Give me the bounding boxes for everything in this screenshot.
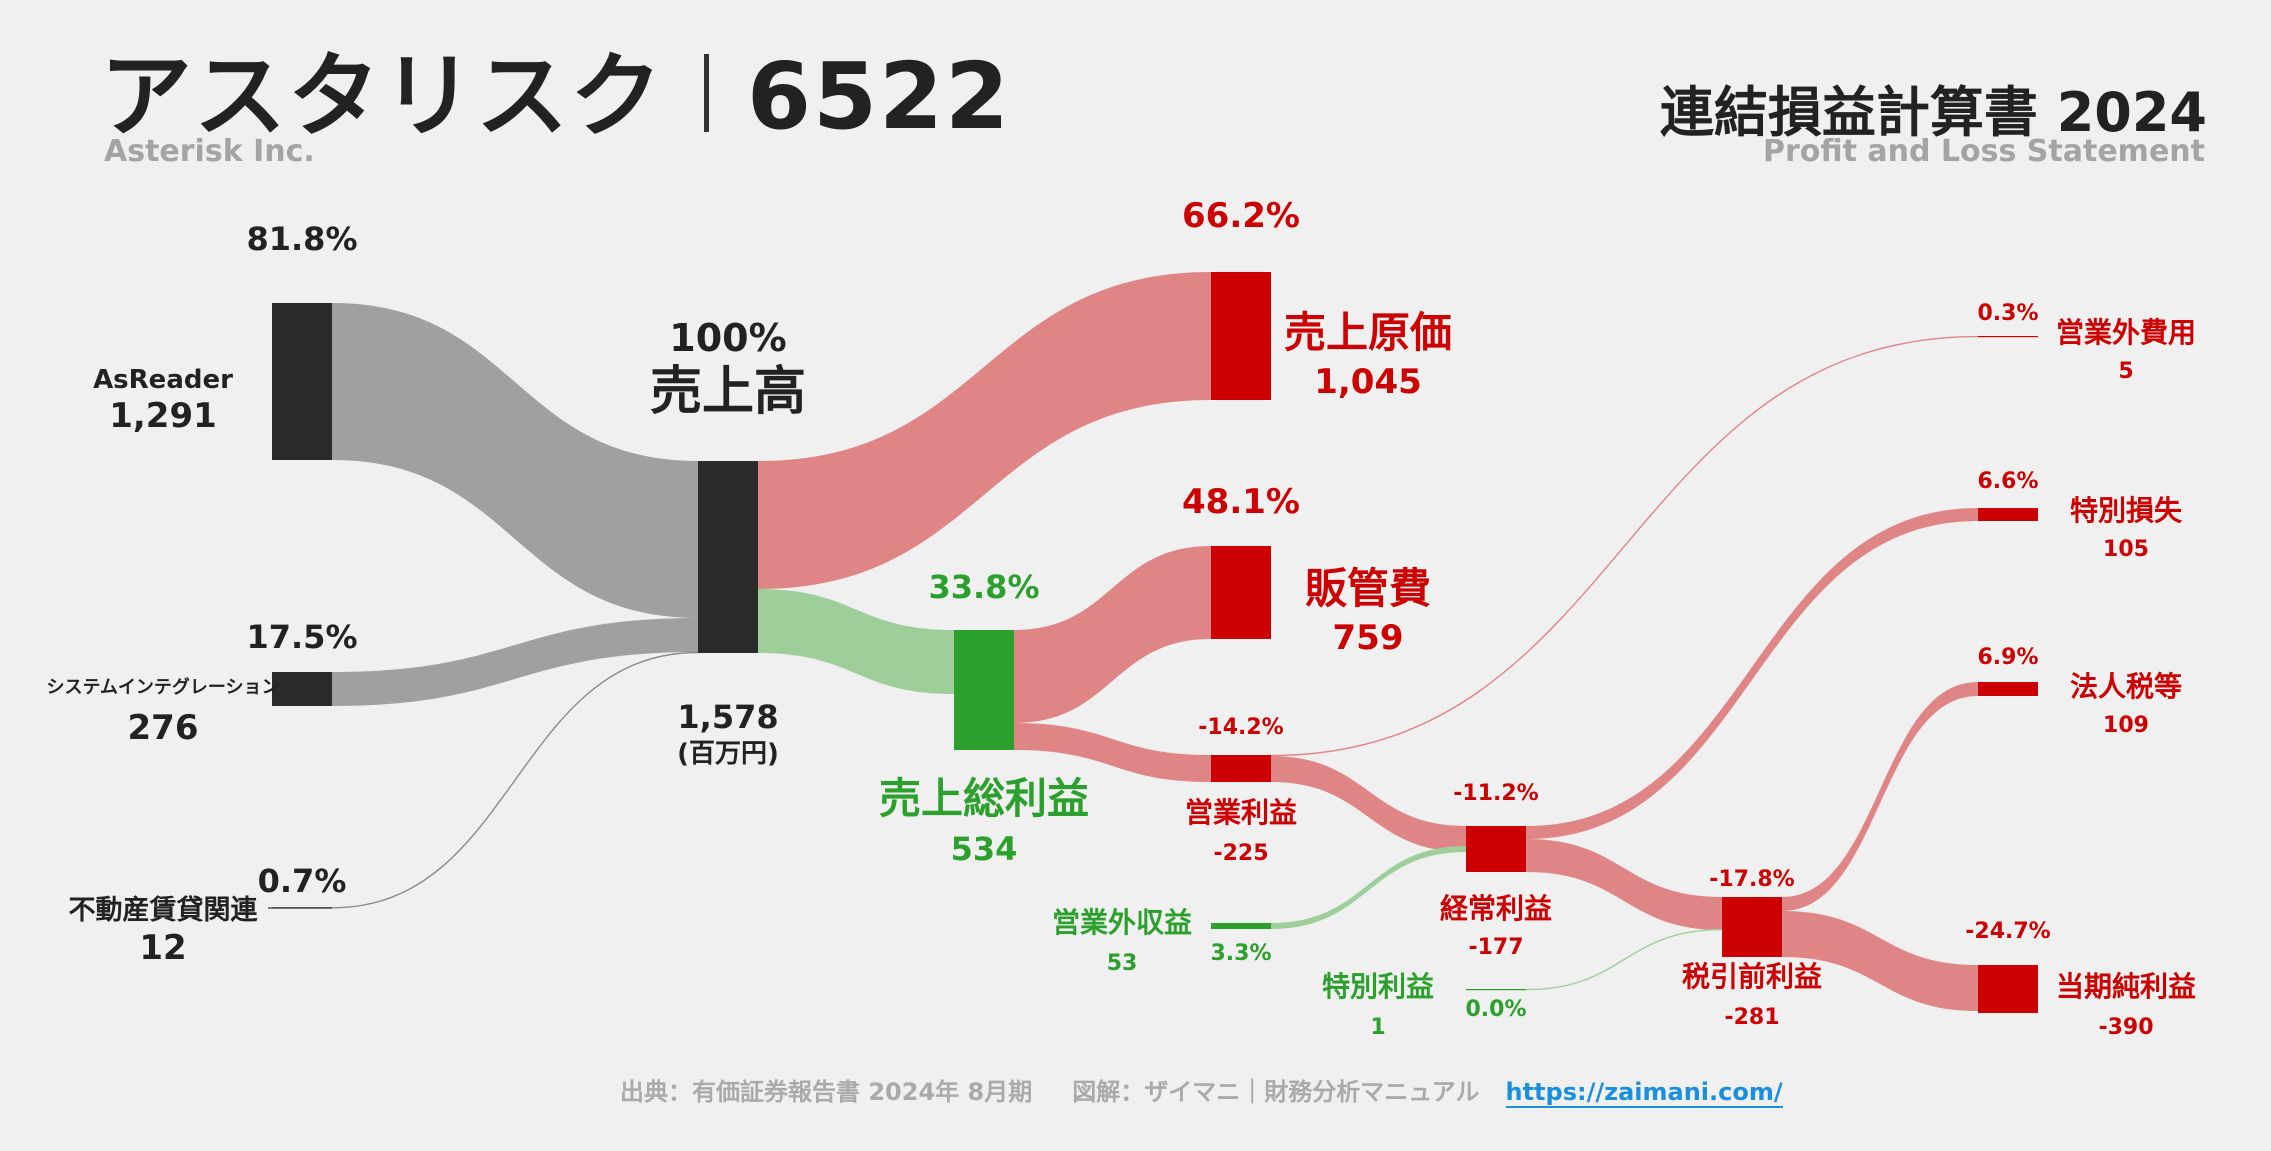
flow-si-to-revenue: [332, 618, 698, 706]
node-special_gain: [1466, 989, 1526, 991]
label-sga-label: 販管費: [1304, 564, 1432, 613]
label-asreader-pct: 81.8%: [246, 220, 358, 258]
node-special_loss: [1978, 508, 2038, 521]
label-asreader-value: 1,291: [109, 396, 217, 436]
label-pretax-value: -281: [1724, 1005, 1780, 1030]
label-realestate-label: 不動産賃貸関連: [68, 895, 258, 926]
label-nonop_expense-value: 5: [2118, 359, 2134, 384]
statement-english-title: Profit and Loss Statement: [1762, 134, 2205, 169]
label-special_gain-value: 1: [1370, 1015, 1386, 1040]
label-nonop_income-label: 営業外収益: [1051, 906, 1193, 939]
footer-diagram-credit: 図解：ザイマニ｜財務分析マニュアル: [1072, 1078, 1480, 1106]
label-ordinary-label: 経常利益: [1439, 892, 1553, 925]
company-title: アスタリスク 6522: [100, 22, 1011, 155]
label-special_gain-label: 特別利益: [1321, 970, 1435, 1003]
label-revenue-label: 売上高: [649, 362, 807, 422]
title-separator: [704, 54, 710, 132]
label-nonop_expense-pct: 0.3%: [1977, 301, 2039, 326]
label-ordinary-pct: -11.2%: [1453, 781, 1539, 806]
label-nonop_income-value: 53: [1106, 951, 1138, 976]
label-ordinary-value: -177: [1468, 935, 1524, 960]
node-asreader: [272, 303, 332, 460]
label-net-pct: -24.7%: [1965, 919, 2051, 944]
label-cogs-value: 1,045: [1314, 362, 1422, 402]
label-si-label: システムインテグレーション: [46, 677, 280, 698]
flow-pretax-to-tax: [1782, 682, 1978, 911]
flow-realestate-to-revenue: [331, 651, 699, 909]
node-revenue: [698, 461, 758, 653]
label-cogs-label: 売上原価: [1283, 308, 1453, 357]
label-operating-label: 営業利益: [1184, 796, 1298, 829]
flow-nonop_income-to-ordinary: [1271, 846, 1466, 929]
label-nonop_expense-label: 営業外費用: [2055, 316, 2197, 349]
flow-ordinary-to-pretax: [1526, 839, 1722, 930]
label-special_loss-value: 105: [2103, 537, 2149, 562]
flow-revenue-to-gross: [758, 589, 954, 694]
label-special_loss-label: 特別損失: [2069, 494, 2183, 527]
flow-gross-to-operating: [1014, 723, 1211, 782]
label-operating-pct: -14.2%: [1198, 715, 1284, 740]
node-sga: [1211, 546, 1271, 639]
company-name: アスタリスク: [100, 43, 665, 150]
node-ordinary: [1466, 826, 1526, 872]
flow-special_gain-to-pretax: [1525, 928, 1723, 991]
label-gross-label: 売上総利益: [878, 774, 1090, 823]
node-gross: [954, 630, 1014, 750]
flow-operating-to-ordinary: [1271, 756, 1466, 852]
label-tax-value: 109: [2103, 713, 2149, 738]
label-operating-value: -225: [1213, 841, 1269, 866]
footer-link[interactable]: https://zaimani.com/: [1505, 1078, 1783, 1108]
flow-revenue-to-cogs: [758, 272, 1211, 589]
label-net-value: -390: [2098, 1015, 2154, 1040]
label-pretax-label: 税引前利益: [1681, 960, 1823, 993]
flow-ordinary-to-special_loss: [1526, 508, 1978, 839]
footer: 出典：有価証券報告書 2024年 8月期 図解：ザイマニ｜財務分析マニュアル htt…: [620, 1072, 1783, 1108]
label-si-value: 276: [127, 708, 199, 748]
flow-asreader-to-revenue: [332, 303, 698, 618]
label-realestate-value: 12: [139, 928, 187, 968]
label-gross-pct: 33.8%: [928, 568, 1040, 606]
label-cogs-pct: 66.2%: [1182, 196, 1300, 236]
ticker-code: 6522: [747, 43, 1012, 150]
label-pretax-pct: -17.8%: [1709, 867, 1795, 892]
node-nonop_expense: [1978, 336, 2038, 338]
label-tax-pct: 6.9%: [1977, 645, 2039, 670]
label-special_loss-pct: 6.6%: [1977, 469, 2039, 494]
label-special_gain-pct: 0.0%: [1465, 997, 1527, 1022]
label-gross-value: 534: [950, 830, 1018, 868]
label-si-pct: 17.5%: [246, 618, 358, 656]
label-unit: (百万円): [677, 739, 779, 769]
label-realestate-pct: 0.7%: [257, 862, 347, 900]
label-revenue-pct: 100%: [669, 316, 787, 360]
node-nonop_income: [1211, 923, 1271, 929]
statement-title: 連結損益計算書 2024: [1659, 81, 2207, 144]
label-asreader-label: AsReader: [93, 365, 233, 395]
flow-operating-to-nonop_expense: [1270, 335, 1979, 757]
label-sga-pct: 48.1%: [1182, 482, 1300, 522]
footer-source: 出典：有価証券報告書 2024年 8月期: [620, 1078, 1033, 1106]
label-sga-value: 759: [1332, 618, 1404, 658]
flow-gross-to-sga: [1014, 546, 1211, 723]
node-cogs: [1211, 272, 1271, 400]
label-tax-label: 法人税等: [2069, 670, 2183, 703]
company-english-name: Asterisk Inc.: [104, 134, 315, 169]
label-nonop_income-pct: 3.3%: [1210, 941, 1272, 966]
node-tax: [1978, 682, 2038, 696]
node-operating: [1211, 755, 1271, 782]
node-net: [1978, 965, 2038, 1013]
node-si: [272, 672, 332, 706]
label-revenue-value: 1,578: [677, 698, 779, 736]
label-net-label: 当期純利益: [2055, 970, 2197, 1003]
flow-pretax-to-net: [1782, 911, 1978, 1011]
node-pretax: [1722, 897, 1782, 957]
